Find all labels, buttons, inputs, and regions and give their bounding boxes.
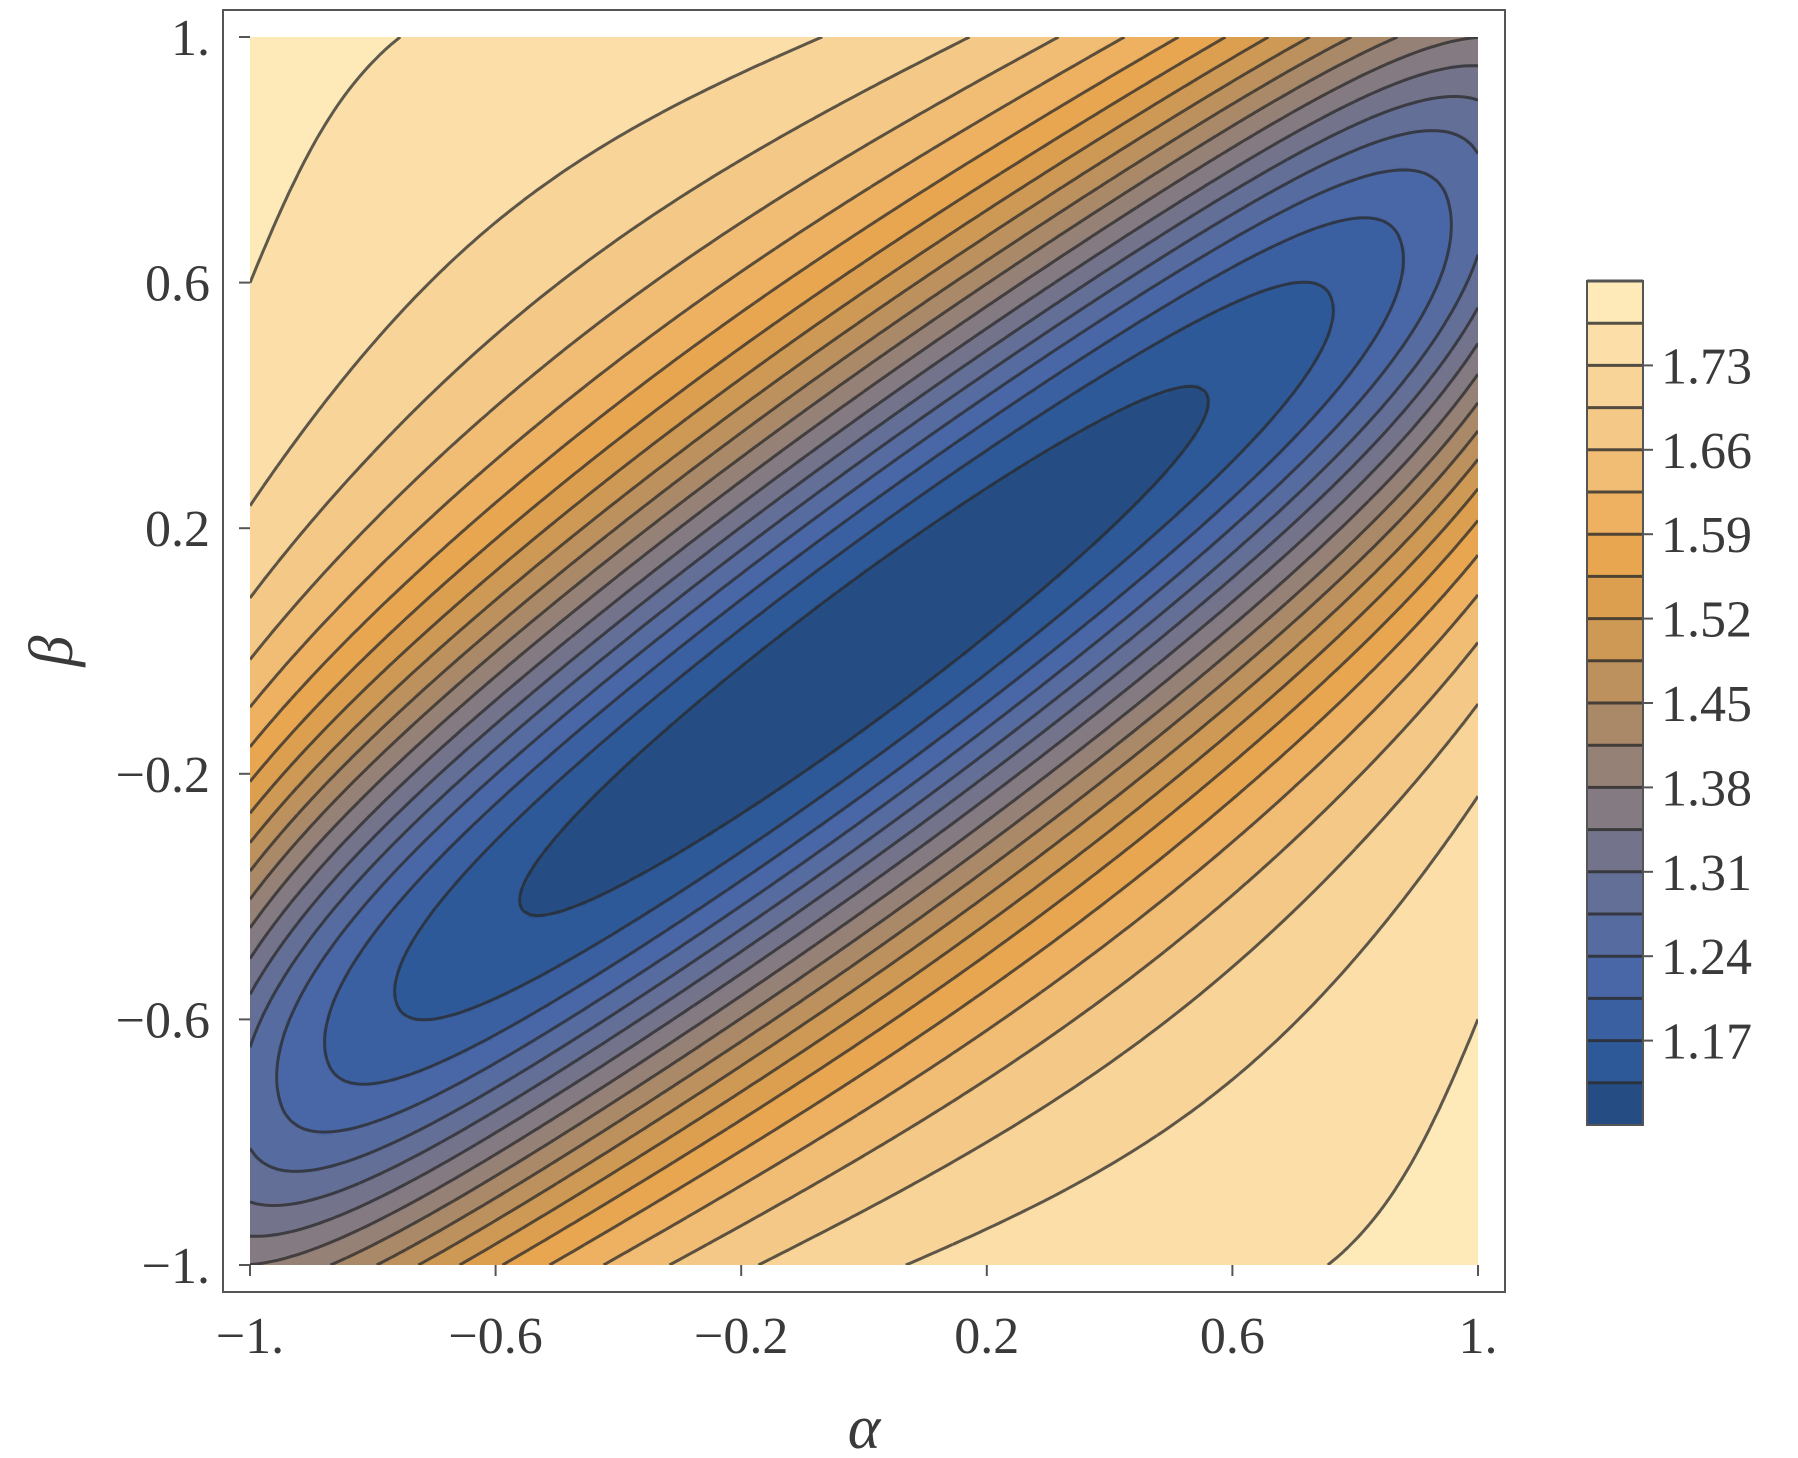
colorbar-tick-label: 1.38 [1661,760,1752,817]
contour-line [393,280,1335,1022]
x-axis-label: α [848,1394,882,1458]
contour-line [250,37,1478,1265]
y-tick-label: −1. [142,1238,210,1295]
y-axis-label: β [18,635,86,667]
x-tick-label: 0.6 [1200,1308,1265,1365]
contour-line [250,37,1478,1265]
colorbar-tick-label: 1.45 [1661,676,1752,733]
contour-line [250,64,1478,1238]
x-tick-label: 0.2 [954,1308,1019,1365]
y-tick-label: 0.6 [145,256,210,313]
contour-line [323,216,1405,1086]
contour-line [250,129,1478,1173]
y-axis: −1. −0.6 −0.2 0.2 0.6 1. [116,10,250,1295]
contour-line [518,384,1210,918]
colorbar: 1.17 1.24 1.31 1.38 1.45 1.52 1.59 1.66 1.73 [1586,279,1752,1126]
contour-line [250,37,1478,1265]
colorbar-tick-label: 1.17 [1661,1014,1752,1071]
y-tick-label: −0.6 [116,992,210,1049]
colorbar-tick-label: 1.73 [1661,338,1752,395]
contour-line [250,37,1478,1265]
y-tick-label: −0.2 [116,747,210,804]
colorbar-tick-label: 1.59 [1661,507,1752,564]
x-tick-label: −1. [216,1308,284,1365]
contour-line [250,37,1478,1265]
contour-line [250,37,1478,1265]
contour-lines [250,37,1478,1265]
contour-line [250,95,1478,1207]
contour-line [250,37,1478,1265]
colorbar-tick-label: 1.24 [1661,929,1752,986]
x-tick-label: −0.6 [448,1308,542,1365]
contour-line [250,37,1478,1265]
contour-line [275,168,1453,1134]
contour-line [250,37,1478,1265]
contour-line [250,37,1478,1265]
contour-fill [250,37,1478,1265]
x-axis: −1. −0.6 −0.2 0.2 0.6 1. [216,1265,1498,1365]
contour-line [250,37,1478,1265]
colorbar-ticks: 1.17 1.24 1.31 1.38 1.45 1.52 1.59 1.66 1.73 [1643,338,1752,1071]
colorbar-tick-label: 1.52 [1661,592,1752,649]
x-tick-label: −0.2 [694,1308,788,1365]
colorbar-tick-label: 1.31 [1661,845,1752,902]
contour-line [250,37,1478,1265]
x-tick-label: 1. [1459,1308,1498,1365]
y-tick-label: 0.2 [145,501,210,558]
colorbar-tick-label: 1.66 [1661,423,1752,480]
y-tick-label: 1. [171,10,210,67]
